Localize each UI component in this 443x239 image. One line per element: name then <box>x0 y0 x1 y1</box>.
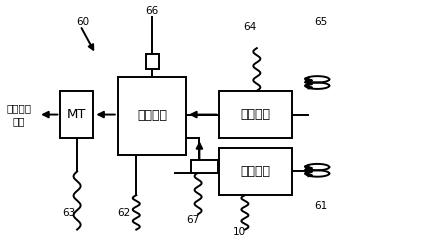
Text: 62: 62 <box>117 208 130 218</box>
Text: 65: 65 <box>314 17 327 27</box>
Text: 61: 61 <box>314 201 327 211</box>
Text: 供气线路: 供气线路 <box>241 108 271 121</box>
Text: 64: 64 <box>244 22 257 32</box>
Bar <box>60 91 93 138</box>
Text: MT: MT <box>67 108 87 121</box>
Text: 67: 67 <box>186 215 199 225</box>
Text: 混合装置: 混合装置 <box>241 165 271 178</box>
Text: 排气通道: 排气通道 <box>137 109 167 122</box>
Text: 63: 63 <box>62 208 76 218</box>
Bar <box>146 54 159 70</box>
Text: 10: 10 <box>233 227 246 237</box>
Text: 66: 66 <box>145 6 158 16</box>
Text: 60: 60 <box>76 17 89 27</box>
Text: 工厂基础
设备: 工厂基础 设备 <box>7 103 32 126</box>
Bar <box>219 91 292 138</box>
Bar <box>219 148 292 195</box>
Bar <box>118 77 186 155</box>
Bar <box>191 160 218 173</box>
